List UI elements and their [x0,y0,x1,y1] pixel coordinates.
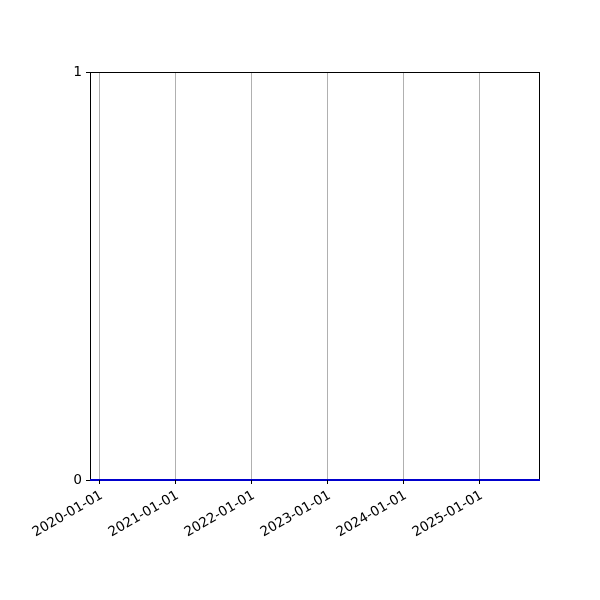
x-tick-mark [175,480,177,484]
x-tick-mark [99,480,100,484]
plot-area [90,72,540,480]
x-tick-mark [479,480,481,484]
x-gridline [403,73,405,479]
x-gridline [175,73,177,479]
y-tick-label: 1 [73,64,82,80]
x-gridline [327,73,329,479]
x-gridline [251,73,253,479]
x-gridline [479,73,481,479]
y-tick-mark [86,72,90,73]
x-tick-mark [251,480,253,484]
x-tick-mark [327,480,329,484]
x-tick-mark [403,480,405,484]
y-tick-label: 0 [73,472,82,488]
x-gridline [99,73,100,479]
data-line-series [90,479,540,481]
y-tick-mark [86,480,90,481]
